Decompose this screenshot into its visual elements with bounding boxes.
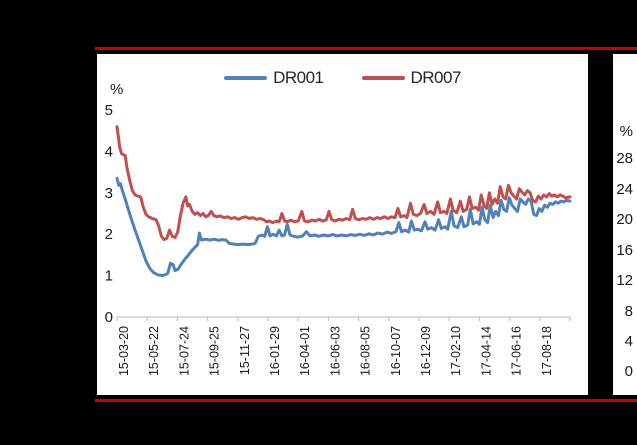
right-axis-tick: 0 <box>624 363 633 380</box>
left-axis-unit-label: % <box>110 81 124 98</box>
y-axis-tick-label: 0 <box>105 309 113 326</box>
y-axis-tick-label: 3 <box>105 185 113 202</box>
x-axis-tick-label: 16-12-09 <box>419 326 433 376</box>
x-axis-tick-label: 15-07-24 <box>177 326 191 376</box>
rates-line-chart: 0 1 2 3 4 5 15-03-20 15-05-22 15-07-24 15-09-25 15… <box>105 102 572 376</box>
right-axis-tick: 28 <box>616 150 633 167</box>
right-axis-tick: 16 <box>616 242 633 259</box>
right-axis-tick: 4 <box>624 333 633 350</box>
x-axis-tick-label: 17-08-18 <box>540 326 554 376</box>
x-axis-tick-label: 15-09-25 <box>208 326 222 376</box>
series-line-dr007 <box>115 125 572 242</box>
x-axis-tick-label: 16-08-05 <box>359 326 373 376</box>
y-axis-tick-label: 4 <box>105 143 113 160</box>
legend-item-dr007: DR007 <box>361 68 462 88</box>
right-axis-unit-label: % <box>619 123 633 140</box>
dr001-line-swatch-icon <box>224 76 268 80</box>
y-axis-tick-label: 5 <box>105 102 113 119</box>
right-axis-tick: 8 <box>624 303 633 320</box>
series-line-dr001 <box>115 176 572 278</box>
legend-label-dr001: DR001 <box>273 68 324 87</box>
top-red-rule <box>95 47 637 50</box>
x-axis-tick-label: 15-05-22 <box>147 326 161 376</box>
x-axis-tick-label: 17-04-14 <box>479 326 493 376</box>
right-axis-tick: 12 <box>616 272 633 289</box>
x-axis-tick-label: 15-03-20 <box>117 326 131 376</box>
x-axis-tick-label: 17-06-16 <box>510 326 524 376</box>
chart-panel: DR001 DR007 % 0 1 2 3 4 5 15-03-20 15-05-22 15-0… <box>97 54 588 395</box>
dr007-line-swatch-icon <box>361 76 405 80</box>
x-axis-tick-label: 16-10-07 <box>389 326 403 376</box>
x-axis-tick-label: 16-01-29 <box>268 326 282 376</box>
legend-item-dr001: DR001 <box>224 68 324 88</box>
x-axis-tick-label: 16-04-01 <box>298 326 312 376</box>
right-chart-axis: % 28 24 20 16 12 8 4 0 <box>613 54 637 395</box>
right-axis-tick: 24 <box>616 181 633 198</box>
chart-legend: DR001 DR007 <box>97 68 588 88</box>
x-axis-tick-label: 16-06-03 <box>328 326 342 376</box>
y-axis-tick-label: 1 <box>105 268 113 285</box>
x-axis-tick-label: 15-11-27 <box>238 326 252 375</box>
y-axis-tick-label: 2 <box>105 226 113 243</box>
right-chart-fragment-panel: % 28 24 20 16 12 8 4 0 <box>613 54 637 395</box>
x-axis-tick-label: 17-02-10 <box>449 326 463 376</box>
bottom-red-rule <box>95 399 637 402</box>
legend-label-dr007: DR007 <box>410 68 462 87</box>
right-axis-tick: 20 <box>616 211 633 228</box>
